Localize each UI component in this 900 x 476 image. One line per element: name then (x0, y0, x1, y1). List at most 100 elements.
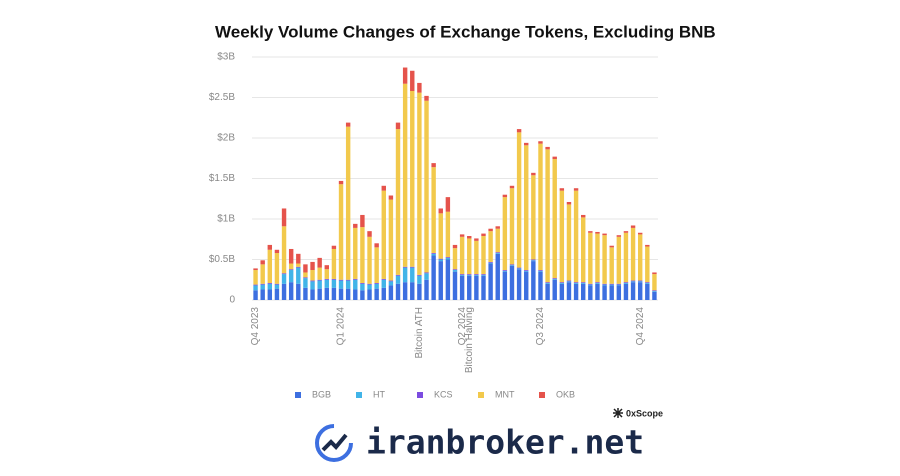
bar-segment (488, 262, 493, 264)
x-tick-label: Bitcoin Halving (464, 307, 475, 373)
legend-swatch (295, 392, 301, 398)
y-tick-label: $1.5B (209, 173, 235, 184)
bar-segment (516, 132, 522, 268)
bar-segment (445, 197, 451, 212)
bar-segment (253, 270, 258, 285)
bar-segment (637, 281, 643, 283)
bar-segment (360, 214, 365, 228)
bar-segment (274, 249, 280, 254)
bar-segment (545, 146, 550, 150)
bar-segment (388, 280, 394, 282)
bar-segment (424, 272, 429, 274)
bar-segment (267, 249, 273, 283)
legend-label: HT (373, 389, 385, 399)
bar-segment (502, 197, 508, 271)
bar-segment (474, 238, 479, 241)
bar-segment (637, 232, 643, 235)
bar-segment (345, 279, 351, 281)
source-logo: 0xScope (613, 408, 663, 418)
bar-segment (602, 235, 607, 284)
bar-segment (317, 257, 322, 268)
bar-segment (345, 280, 351, 289)
bar-segment (260, 264, 265, 284)
bar-segment (495, 253, 500, 254)
bar-segment (552, 278, 557, 279)
bar-segment (559, 283, 565, 300)
bar-segment (267, 283, 273, 290)
bar-segment (452, 271, 458, 300)
bar-segment (253, 268, 258, 271)
bar-segment (623, 232, 629, 283)
bar-segment (402, 83, 408, 267)
x-tick-label: Q3 2024 (535, 307, 546, 346)
bar-segment (566, 281, 572, 283)
bar-segment (267, 282, 273, 284)
bar-segment (324, 265, 329, 270)
bar-segment (467, 238, 472, 275)
bar-segment (652, 274, 657, 291)
bar-segment (602, 283, 607, 285)
bar-segment (438, 213, 443, 259)
bar-segment (360, 283, 365, 291)
bar-segment (545, 282, 550, 283)
bar-segment (531, 175, 536, 260)
bar-segment (588, 285, 593, 300)
bar-segment (602, 285, 607, 300)
bar-segment (353, 279, 358, 290)
bar-segment (588, 284, 593, 286)
bar-segment (516, 267, 522, 269)
bar-segment (645, 283, 650, 300)
bar-segment (310, 281, 315, 290)
bar-segment (559, 190, 565, 283)
bar-segment (573, 282, 579, 284)
bar-segment (474, 275, 479, 300)
bar-segment (630, 280, 636, 282)
x-tick-label: Q1 2024 (336, 307, 347, 346)
bar-segment (424, 95, 429, 101)
bar-segment (388, 195, 394, 200)
bar-segment (374, 247, 379, 283)
bar-segment (630, 281, 636, 283)
bar-segment (367, 284, 372, 290)
bar-segment (353, 289, 358, 300)
bar-segment (645, 282, 650, 284)
bar-segment (595, 283, 600, 300)
bar-segment (623, 231, 629, 233)
legend-label: BGB (312, 389, 331, 399)
bar-segment (652, 272, 657, 275)
bar-segment (345, 122, 351, 127)
bar-segment (609, 283, 614, 285)
bar-segment (459, 274, 465, 275)
bar-segment (481, 274, 486, 275)
bar-segment (303, 272, 308, 278)
bar-segment (310, 270, 315, 281)
bar-segment (331, 245, 337, 249)
x-tick-label: Q2 2024 (457, 307, 468, 346)
bar-segment (467, 236, 472, 239)
bar-segment (637, 234, 643, 281)
bar-segment (573, 282, 579, 283)
bar-segment (616, 284, 622, 286)
chart-title: Weekly Volume Changes of Exchange Tokens… (215, 22, 716, 41)
bar-segment (374, 283, 379, 289)
bar-segment (452, 269, 458, 271)
y-tick-label: $3B (217, 52, 235, 63)
bar-segment (524, 271, 529, 300)
bar-segment (609, 247, 614, 284)
bar-segment (395, 274, 401, 276)
bar-segment (459, 275, 465, 300)
bar-segment (531, 172, 536, 176)
bar-segment (545, 283, 550, 300)
bar-segment (645, 244, 650, 247)
bar-segment (353, 223, 358, 228)
bar-segment (431, 253, 436, 256)
bar-segment (524, 145, 529, 271)
bar-segment (317, 280, 322, 289)
bar-segment (381, 185, 386, 191)
bar-segment (573, 283, 579, 300)
bar-segment (502, 271, 508, 300)
bar-segment (417, 82, 422, 93)
bar-segment (410, 267, 415, 283)
